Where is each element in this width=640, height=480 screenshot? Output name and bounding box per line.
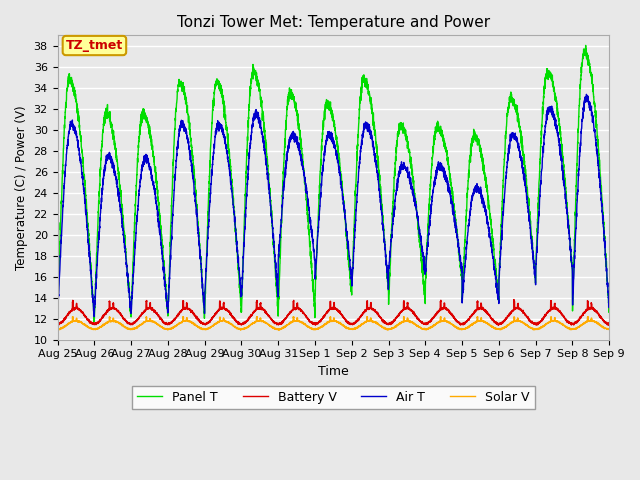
Air T	[605, 304, 612, 310]
Panel T	[54, 316, 61, 322]
Solar V	[237, 327, 244, 333]
Air T	[313, 250, 321, 255]
Panel T	[488, 238, 496, 243]
Battery V	[313, 321, 321, 327]
Solar V	[427, 324, 435, 330]
Solar V	[488, 324, 496, 330]
Solar V	[605, 326, 613, 332]
Title: Tonzi Tower Met: Temperature and Power: Tonzi Tower Met: Temperature and Power	[177, 15, 490, 30]
Solar V	[458, 325, 465, 331]
Air T	[605, 300, 613, 306]
Line: Solar V: Solar V	[58, 317, 609, 330]
Air T	[427, 213, 435, 219]
Battery V	[488, 317, 496, 323]
Solar V	[54, 326, 61, 332]
Solar V	[605, 326, 612, 332]
Battery V	[427, 318, 435, 324]
Battery V	[153, 310, 161, 316]
Solar V	[153, 321, 161, 326]
Text: TZ_tmet: TZ_tmet	[66, 39, 123, 52]
Legend: Panel T, Battery V, Air T, Solar V: Panel T, Battery V, Air T, Solar V	[132, 385, 535, 408]
Battery V	[54, 323, 62, 328]
Battery V	[54, 321, 61, 326]
Panel T	[605, 305, 613, 311]
Air T	[582, 92, 590, 97]
Panel T	[313, 250, 321, 255]
Panel T	[457, 266, 465, 272]
Panel T	[582, 43, 589, 48]
Battery V	[457, 321, 465, 326]
Battery V	[605, 322, 613, 328]
Air T	[153, 203, 161, 209]
X-axis label: Time: Time	[318, 365, 349, 378]
Air T	[90, 314, 98, 320]
Air T	[488, 250, 496, 256]
Battery V	[510, 297, 518, 302]
Panel T	[90, 319, 98, 325]
Solar V	[364, 314, 371, 320]
Air T	[54, 313, 61, 319]
Panel T	[605, 299, 612, 305]
Line: Panel T: Panel T	[58, 46, 609, 322]
Battery V	[605, 322, 612, 328]
Air T	[457, 260, 465, 265]
Line: Battery V: Battery V	[58, 300, 609, 325]
Line: Air T: Air T	[58, 95, 609, 317]
Panel T	[153, 178, 161, 184]
Panel T	[427, 184, 435, 190]
Y-axis label: Temperature (C) / Power (V): Temperature (C) / Power (V)	[15, 105, 28, 270]
Solar V	[313, 326, 321, 332]
